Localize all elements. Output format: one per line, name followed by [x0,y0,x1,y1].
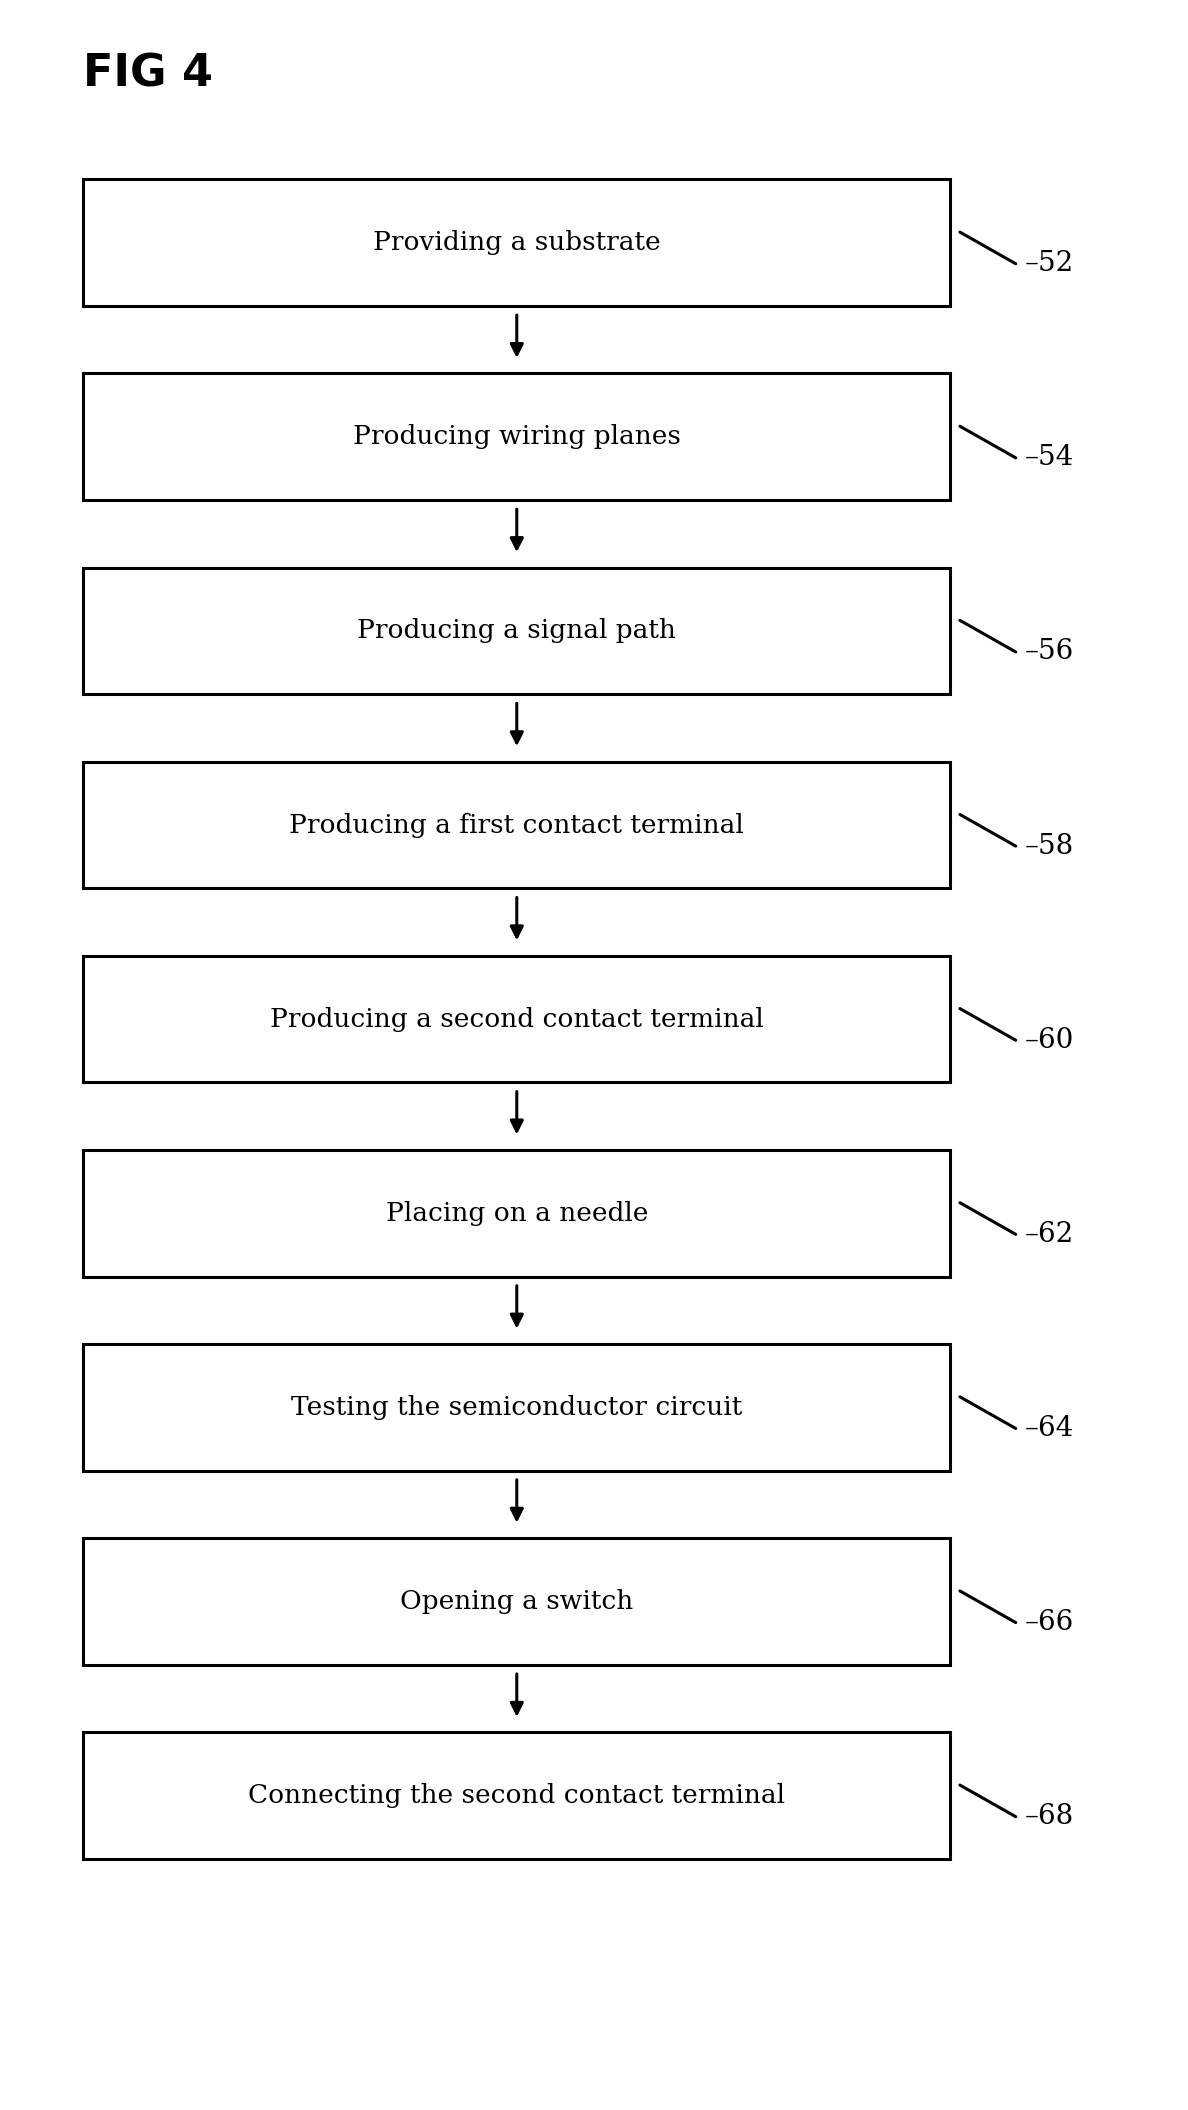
Text: –68: –68 [1025,1804,1074,1829]
Text: Placing on a needle: Placing on a needle [386,1201,647,1226]
Bar [83,1538,950,1665]
Text: –60: –60 [1025,1028,1075,1053]
Text: –56: –56 [1025,639,1074,665]
Text: –62: –62 [1025,1222,1074,1247]
Bar [83,956,950,1082]
Bar [83,1150,950,1277]
Bar [83,568,950,694]
Text: –52: –52 [1025,251,1074,276]
Text: Producing wiring planes: Producing wiring planes [353,424,681,449]
Text: –64: –64 [1025,1416,1074,1441]
Bar [83,373,950,500]
Text: –66: –66 [1025,1610,1074,1635]
Text: Producing a signal path: Producing a signal path [358,618,676,644]
Bar [83,1344,950,1471]
Bar [83,179,950,306]
Text: –58: –58 [1025,833,1074,859]
Bar [83,1732,950,1859]
Text: Connecting the second contact terminal: Connecting the second contact terminal [248,1783,785,1808]
Text: Producing a first contact terminal: Producing a first contact terminal [290,812,744,838]
Text: Testing the semiconductor circuit: Testing the semiconductor circuit [291,1395,742,1420]
Text: FIG 4: FIG 4 [83,53,213,95]
Text: Providing a substrate: Providing a substrate [373,230,661,255]
Text: Opening a switch: Opening a switch [400,1589,633,1614]
Bar [83,762,950,888]
Text: –54: –54 [1025,445,1074,471]
Text: Producing a second contact terminal: Producing a second contact terminal [270,1006,764,1032]
